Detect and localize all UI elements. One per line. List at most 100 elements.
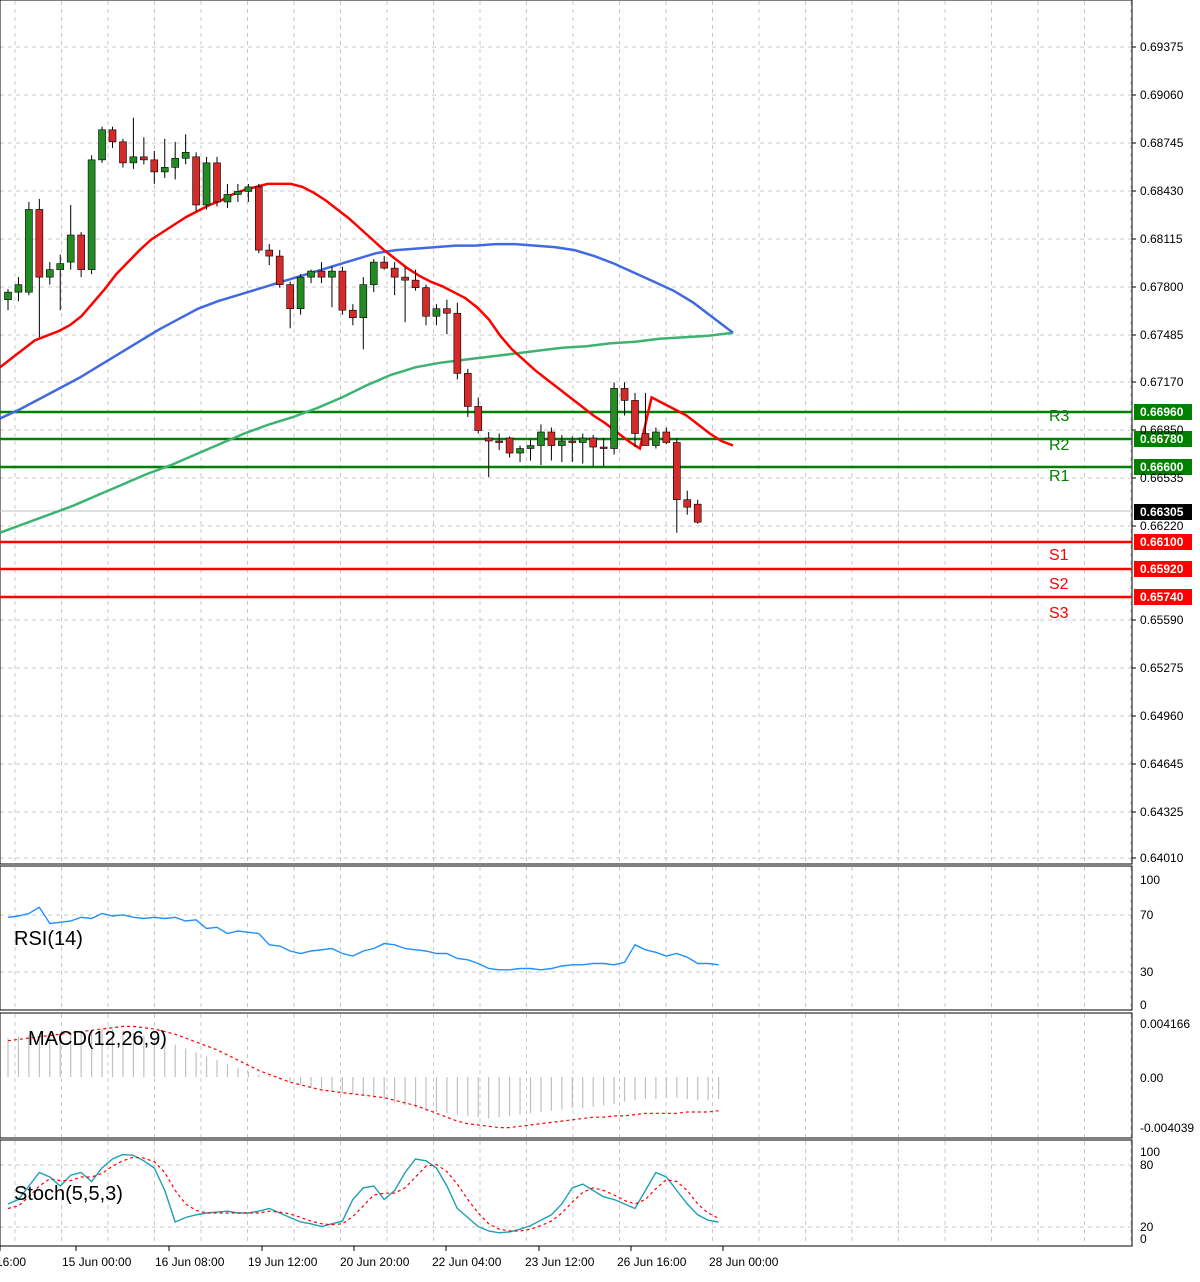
candle-body <box>275 255 284 285</box>
price-tick-label: 0.65275 <box>1140 661 1184 675</box>
candle-body <box>380 261 389 269</box>
candle-body <box>652 431 660 446</box>
support-resistance-levels: 0.66960 R3 0.66780 R2 0.66600 R1 0.66100 S1 0.65… <box>0 404 1192 622</box>
candle-body <box>265 249 274 257</box>
time-tick-label: 26 Jun 16:00 <box>617 1255 687 1269</box>
candle-body <box>516 448 524 454</box>
candle-body <box>672 442 681 500</box>
stoch-k-line <box>7 1153 719 1234</box>
candle-body <box>662 431 671 443</box>
stoch-tick-label: 80 <box>1140 1158 1154 1172</box>
candle-body <box>683 499 692 508</box>
rsi-tick-label: 30 <box>1140 965 1154 979</box>
candle-body <box>286 284 294 310</box>
candle-body <box>526 445 535 449</box>
panel-frames <box>0 0 1133 1247</box>
time-tick-label: 15 Jun 00:00 <box>62 1255 132 1269</box>
candle-body <box>160 167 169 173</box>
time-tick-label: 28 Jun 00:00 <box>709 1255 779 1269</box>
candle-body <box>4 291 12 300</box>
candle-body <box>369 261 378 285</box>
rsi-title: RSI(14) <box>14 928 83 950</box>
level-name-s3: S3 <box>1049 605 1069 622</box>
candle-body <box>98 129 106 161</box>
panel-frame <box>0 1012 1133 1139</box>
moving-averages <box>0 182 734 534</box>
candle-body <box>599 446 608 449</box>
candle-body <box>547 431 556 446</box>
price-tick-label: 0.68115 <box>1140 232 1183 246</box>
level-tag-box-s2 <box>1134 561 1192 577</box>
grid-lines <box>0 1 1132 1245</box>
time-tick-label: 19 Jun 12:00 <box>248 1255 318 1269</box>
candle-body <box>474 406 483 431</box>
panel-frame <box>0 1139 1133 1247</box>
candle-body <box>87 159 96 270</box>
rsi-line <box>7 906 719 971</box>
panel-frame <box>0 865 1133 1011</box>
candle-body <box>495 440 503 443</box>
candle-body <box>108 129 117 143</box>
candle-body <box>255 186 263 251</box>
level-tag-box-r2 <box>1134 431 1192 447</box>
price-tick-label: 0.66535 <box>1140 471 1184 485</box>
candle-body <box>411 279 420 288</box>
current-price-box <box>1134 504 1192 520</box>
candle-body <box>140 156 148 161</box>
stoch-panel <box>7 1153 719 1234</box>
candle-body <box>558 440 566 446</box>
candle-body <box>359 284 368 319</box>
price-tick-label: 0.68745 <box>1140 136 1184 150</box>
current-price-label: 0.66305 <box>1140 505 1184 519</box>
level-name-r2: R2 <box>1049 437 1070 454</box>
level-tag-box-r3 <box>1134 404 1192 420</box>
price-tick-label: 0.66850 <box>1140 423 1184 437</box>
candle-body <box>45 269 54 278</box>
level-name-r1: R1 <box>1049 468 1070 485</box>
price-tick-label: 0.69060 <box>1140 88 1184 102</box>
stoch-d-line <box>7 1156 719 1232</box>
candle-body <box>349 309 357 319</box>
candle-body <box>620 388 629 401</box>
price-tick-label: 0.65590 <box>1140 613 1184 627</box>
candle-body <box>129 156 138 164</box>
candle-body <box>432 308 441 317</box>
rsi-tick-label: 70 <box>1140 908 1154 922</box>
price-tick-label: 0.64960 <box>1140 709 1184 723</box>
price-tick-label: 0.68430 <box>1140 184 1184 198</box>
level-name-s2: S2 <box>1049 576 1069 593</box>
candle-body <box>119 141 127 164</box>
axis-labels: 0.69375 0.69060 0.68745 0.68430 0.68115 0.678… <box>0 40 1194 1269</box>
level-tag-value-s3: 0.65740 <box>1140 590 1184 604</box>
level-tag-box-s1 <box>1134 534 1192 550</box>
candle-body <box>537 431 545 446</box>
macd-tick-label: -0.004039 <box>1140 1121 1194 1135</box>
panel-frame <box>0 0 1133 865</box>
candle-body <box>56 263 65 270</box>
candle-body <box>150 159 159 173</box>
candle-body <box>14 284 23 293</box>
level-tag-value-r3: 0.66960 <box>1140 405 1184 419</box>
ma-blue-line <box>0 242 734 420</box>
candle-body <box>328 270 336 278</box>
time-tick-label: 20 Jun 20:00 <box>340 1255 410 1269</box>
candle-body <box>35 209 44 278</box>
price-tick-label: 0.67485 <box>1140 328 1184 342</box>
level-tag-value-s1: 0.66100 <box>1140 535 1184 549</box>
candle-body <box>223 194 232 203</box>
level-tag-box-r1 <box>1134 459 1192 475</box>
candle-body <box>77 234 85 270</box>
macd-panel <box>7 1025 720 1129</box>
stoch-tick-label: 100 <box>1140 1145 1160 1159</box>
candle-body <box>401 276 409 281</box>
stoch-tick-label: 20 <box>1140 1220 1154 1234</box>
time-tick-label: 16 Jun 08:00 <box>155 1255 225 1269</box>
candle-body <box>505 437 514 454</box>
candle-body <box>443 308 451 314</box>
price-tick-label: 0.69375 <box>1140 40 1184 54</box>
level-tag-value-s2: 0.65920 <box>1140 562 1184 576</box>
candle-body <box>589 437 598 448</box>
macd-title: MACD(12,26,9) <box>28 1028 167 1050</box>
candle-body <box>213 162 221 203</box>
